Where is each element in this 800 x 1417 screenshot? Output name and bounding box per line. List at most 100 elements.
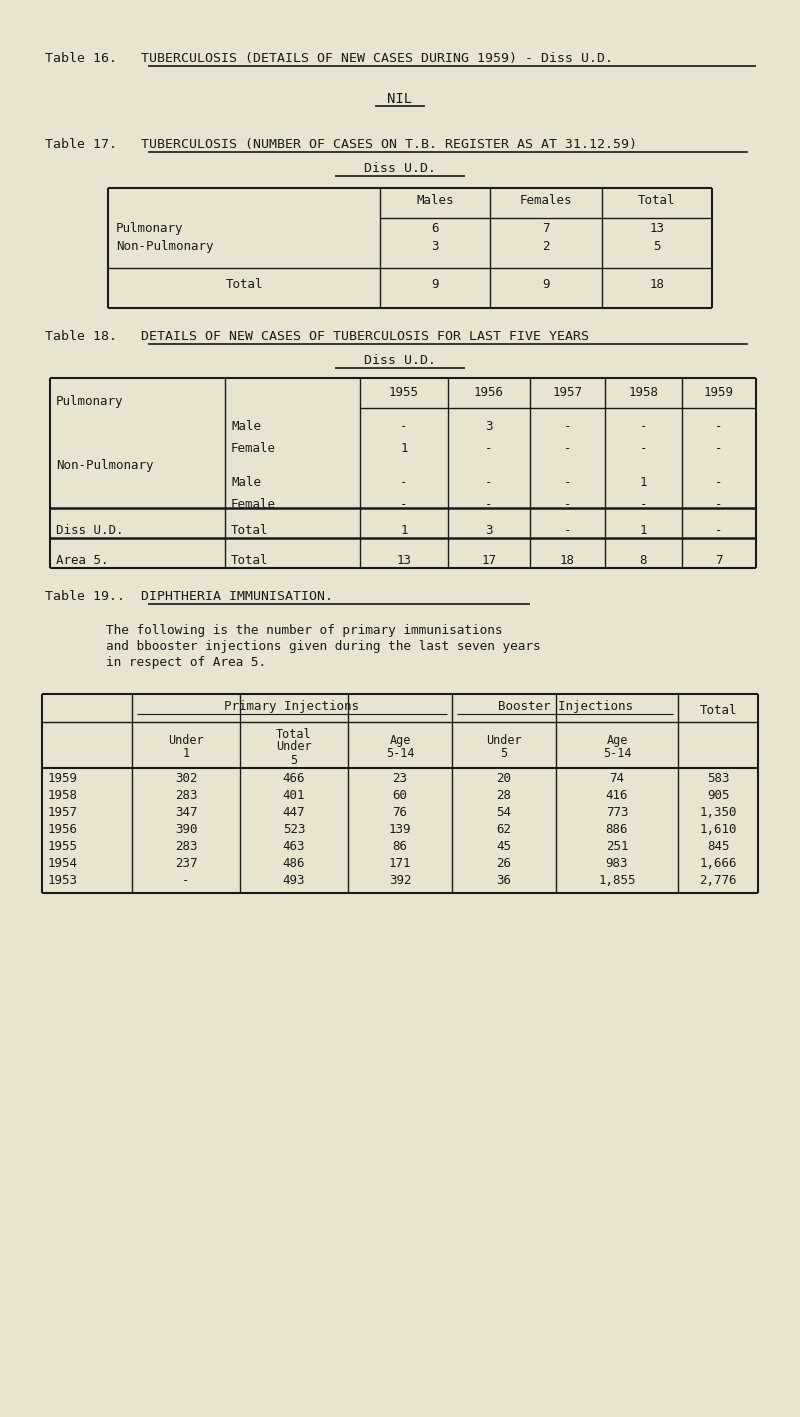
Text: Table 18.   DETAILS OF NEW CASES OF TUBERCULOSIS FOR LAST FIVE YEARS: Table 18. DETAILS OF NEW CASES OF TUBERC… bbox=[45, 330, 589, 343]
Text: 9: 9 bbox=[542, 278, 550, 290]
Text: 1955: 1955 bbox=[389, 385, 419, 400]
Text: 1956: 1956 bbox=[48, 823, 78, 836]
Text: -: - bbox=[640, 499, 647, 512]
Text: 2: 2 bbox=[542, 239, 550, 254]
Text: 5: 5 bbox=[654, 239, 661, 254]
Text: -: - bbox=[400, 476, 408, 489]
Text: -: - bbox=[400, 499, 408, 512]
Text: 8: 8 bbox=[640, 554, 647, 567]
Text: Total: Total bbox=[638, 194, 676, 207]
Text: 76: 76 bbox=[393, 806, 407, 819]
Text: 1,350: 1,350 bbox=[699, 806, 737, 819]
Text: 1: 1 bbox=[182, 747, 190, 760]
Text: 13: 13 bbox=[397, 554, 411, 567]
Text: 36: 36 bbox=[497, 874, 511, 887]
Text: Table 17.   TUBERCULOSIS (NUMBER OF CASES ON T.B. REGISTER AS AT 31.12.59): Table 17. TUBERCULOSIS (NUMBER OF CASES … bbox=[45, 137, 637, 152]
Text: 401: 401 bbox=[282, 789, 306, 802]
Text: 1955: 1955 bbox=[48, 840, 78, 853]
Text: Females: Females bbox=[520, 194, 572, 207]
Text: 447: 447 bbox=[282, 806, 306, 819]
Text: 171: 171 bbox=[389, 857, 411, 870]
Text: Total: Total bbox=[276, 727, 312, 741]
Text: -: - bbox=[400, 419, 408, 434]
Text: 390: 390 bbox=[174, 823, 198, 836]
Text: Total: Total bbox=[231, 524, 269, 537]
Text: Table 16.   TUBERCULOSIS (DETAILS OF NEW CASES DURING 1959) - Diss U.D.: Table 16. TUBERCULOSIS (DETAILS OF NEW C… bbox=[45, 52, 613, 65]
Text: NIL: NIL bbox=[387, 92, 413, 106]
Text: 1: 1 bbox=[640, 476, 647, 489]
Text: -: - bbox=[715, 524, 722, 537]
Text: Males: Males bbox=[416, 194, 454, 207]
Text: 486: 486 bbox=[282, 857, 306, 870]
Text: 5: 5 bbox=[501, 747, 507, 760]
Text: -: - bbox=[486, 476, 493, 489]
Text: 74: 74 bbox=[610, 772, 625, 785]
Text: 1958: 1958 bbox=[629, 385, 658, 400]
Text: 283: 283 bbox=[174, 840, 198, 853]
Text: 1: 1 bbox=[400, 442, 408, 455]
Text: Diss U.D.: Diss U.D. bbox=[364, 354, 436, 367]
Text: -: - bbox=[715, 476, 722, 489]
Text: 493: 493 bbox=[282, 874, 306, 887]
Text: 7: 7 bbox=[715, 554, 722, 567]
Text: Female: Female bbox=[231, 499, 276, 512]
Text: 9: 9 bbox=[431, 278, 438, 290]
Text: Age: Age bbox=[390, 734, 410, 747]
Text: 1959: 1959 bbox=[704, 385, 734, 400]
Text: Female: Female bbox=[231, 442, 276, 455]
Text: 5-14: 5-14 bbox=[602, 747, 631, 760]
Text: 2,776: 2,776 bbox=[699, 874, 737, 887]
Text: Male: Male bbox=[231, 476, 261, 489]
Text: 392: 392 bbox=[389, 874, 411, 887]
Text: 905: 905 bbox=[706, 789, 730, 802]
Text: Under: Under bbox=[168, 734, 204, 747]
Text: -: - bbox=[564, 419, 571, 434]
Text: 6: 6 bbox=[431, 222, 438, 235]
Text: Total: Total bbox=[699, 704, 737, 717]
Text: Total: Total bbox=[231, 554, 269, 567]
Text: 60: 60 bbox=[393, 789, 407, 802]
Text: 28: 28 bbox=[497, 789, 511, 802]
Text: Non-Pulmonary: Non-Pulmonary bbox=[56, 459, 154, 472]
Text: 773: 773 bbox=[606, 806, 628, 819]
Text: 1956: 1956 bbox=[474, 385, 504, 400]
Text: -: - bbox=[486, 499, 493, 512]
Text: 3: 3 bbox=[431, 239, 438, 254]
Text: -: - bbox=[715, 499, 722, 512]
Text: Under: Under bbox=[276, 741, 312, 754]
Text: 237: 237 bbox=[174, 857, 198, 870]
Text: Diss U.D.: Diss U.D. bbox=[364, 162, 436, 176]
Text: 463: 463 bbox=[282, 840, 306, 853]
Text: 1957: 1957 bbox=[48, 806, 78, 819]
Text: -: - bbox=[182, 874, 190, 887]
Text: Primary Injections: Primary Injections bbox=[225, 700, 359, 713]
Text: Diss U.D.: Diss U.D. bbox=[56, 524, 123, 537]
Text: and bbooster injections given during the last seven years: and bbooster injections given during the… bbox=[45, 640, 541, 653]
Text: 1: 1 bbox=[400, 524, 408, 537]
Text: 251: 251 bbox=[606, 840, 628, 853]
Text: 5-14: 5-14 bbox=[386, 747, 414, 760]
Text: 1959: 1959 bbox=[48, 772, 78, 785]
Text: 1,610: 1,610 bbox=[699, 823, 737, 836]
Text: 54: 54 bbox=[497, 806, 511, 819]
Text: 1: 1 bbox=[640, 524, 647, 537]
Text: 26: 26 bbox=[497, 857, 511, 870]
Text: 886: 886 bbox=[606, 823, 628, 836]
Text: -: - bbox=[564, 442, 571, 455]
Text: 1958: 1958 bbox=[48, 789, 78, 802]
Text: Pulmonary: Pulmonary bbox=[116, 222, 183, 235]
Text: -: - bbox=[564, 524, 571, 537]
Text: 3: 3 bbox=[486, 524, 493, 537]
Text: 1953: 1953 bbox=[48, 874, 78, 887]
Text: 1,666: 1,666 bbox=[699, 857, 737, 870]
Text: in respect of Area 5.: in respect of Area 5. bbox=[45, 656, 266, 669]
Text: 466: 466 bbox=[282, 772, 306, 785]
Text: 139: 139 bbox=[389, 823, 411, 836]
Text: -: - bbox=[564, 499, 571, 512]
Text: 1957: 1957 bbox=[553, 385, 582, 400]
Text: 416: 416 bbox=[606, 789, 628, 802]
Text: Age: Age bbox=[606, 734, 628, 747]
Text: -: - bbox=[640, 442, 647, 455]
Text: 283: 283 bbox=[174, 789, 198, 802]
Text: -: - bbox=[486, 442, 493, 455]
